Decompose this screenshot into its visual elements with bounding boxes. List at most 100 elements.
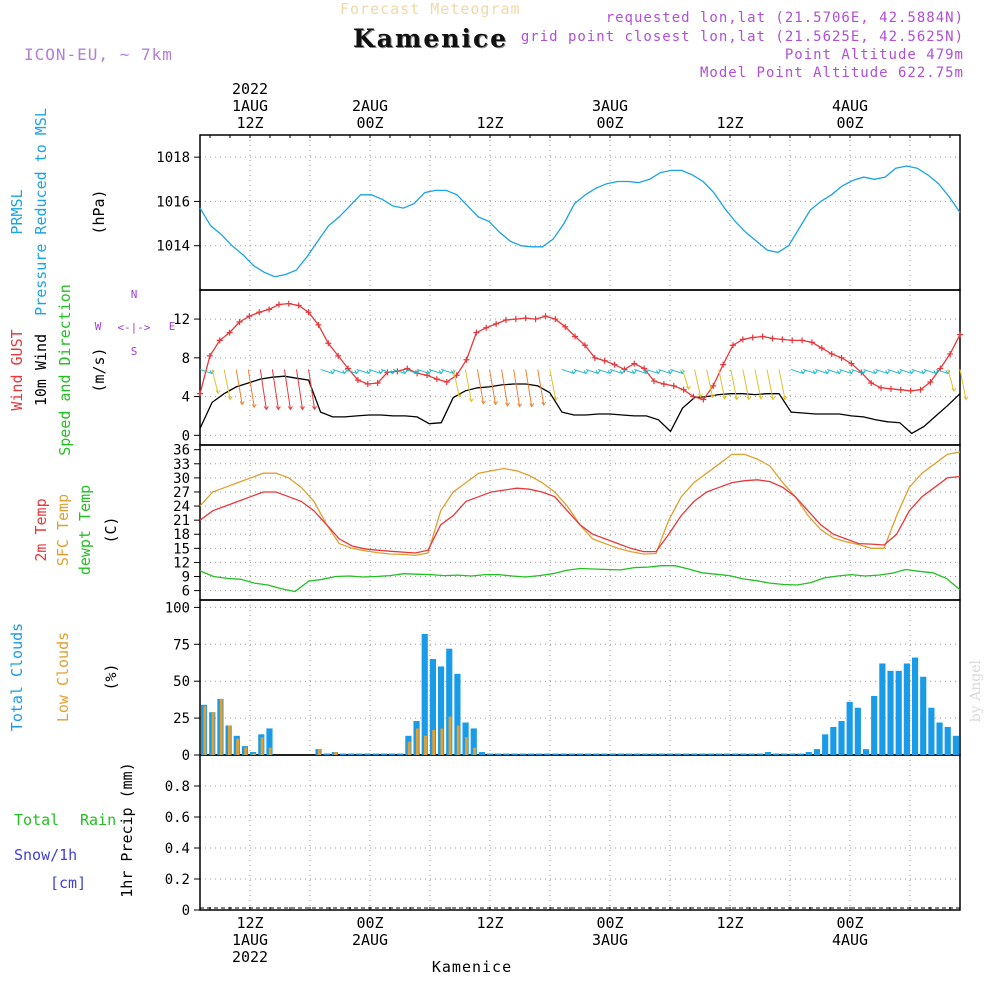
ytick-label: 21 [173,513,190,529]
total-cloud-bar [952,735,959,755]
xaxis-top-label: 00Z [596,114,623,132]
ytick-label: 50 [173,674,190,690]
total-cloud-bar [707,753,714,755]
wind-dir-arrow [537,369,545,406]
wind-dir-arrow [513,369,521,407]
total-cloud-bar [764,752,772,755]
gust-marker [947,350,954,357]
low-cloud-bar [424,735,427,755]
wind-dir-arrow [947,369,955,392]
gust-marker [572,333,579,340]
gust-marker [354,377,361,384]
gust-marker [808,339,815,346]
gust-marker [799,337,806,344]
panel-frame [199,134,961,291]
ytick-label: 30 [173,471,190,487]
gust-marker [512,316,519,323]
gust-marker [660,380,667,387]
total-cloud-bar [756,753,763,755]
xaxis-bottom-label: 00Z [356,914,383,932]
total-cloud-bar [552,753,559,755]
wind-dir-arrowhead [885,370,890,375]
temp-unit: (C) [102,516,120,543]
total-cloud-bar [838,721,845,755]
panel-frame [199,289,961,446]
wind-dir-arrowhead [722,395,728,400]
total-cloud-bar [437,666,445,755]
wind-dir-arrowhead [215,389,221,395]
total-cloud-bar [470,728,477,755]
wind-dir-arrowhead [734,396,740,401]
total-cloud-bar [634,753,641,755]
total-cloud-bar [781,753,788,755]
compass-arrows: <-|-> [117,321,150,334]
gust-marker [463,356,470,363]
wind-dir-arrowhead [873,370,878,375]
gust-marker [700,396,707,403]
precip-label-cm: [cm] [50,874,86,892]
gust-marker [285,300,292,307]
xaxis-top-label: 00Z [836,114,863,132]
gust-marker [443,379,450,386]
wind-dir-arrow [646,368,659,374]
wind-dir-arrow [296,369,304,410]
ytick-label: 0 [182,748,190,764]
ytick-label: 100 [165,600,190,616]
wind-dir-arrow [839,368,852,374]
compass-w: W [95,320,102,333]
precip-unit: 1hr Precip (mm) [118,762,136,897]
total-cloud-bar [495,753,502,755]
total-cloud-bar [560,753,567,755]
wind-dir-arrowhead [607,370,613,375]
total-cloud-bar [658,753,665,755]
wind-dir-arrowhead [300,406,305,411]
total-cloud-bar [797,753,804,755]
xaxis-top-label: 2022 [232,80,268,98]
total-cloud-bar [519,753,526,755]
wind-dir-arrow [368,368,382,374]
ytick-label: 0 [182,903,190,919]
total-cloud-bar [356,753,363,755]
wind-dir-arrow [392,368,406,374]
total-cloud-bar [928,707,935,755]
gust-marker [957,331,963,338]
total-cloud-bar [650,753,657,755]
gust-marker [779,336,786,343]
xaxis-bottom-label: 2AUG [352,931,388,949]
gust-marker [522,315,529,322]
gust-marker [789,337,796,344]
gust-marker [433,376,440,383]
wind-dir-arrow [815,368,828,374]
xaxis-top-label: 12Z [716,114,743,132]
wind-dir-arrow [332,368,345,374]
xaxis-bottom-label: 4AUG [832,931,868,949]
ytick-label: 0.2 [165,872,190,888]
gust-marker [897,386,904,393]
total-cloud-bar [691,753,698,755]
wind-label-gust: Wind GUST [8,329,26,410]
xaxis-top-label: 4AUG [832,97,868,115]
wind-dir-arrowhead [342,370,348,375]
total-cloud-bar [511,753,518,755]
wind-dir-arrowhead [933,370,939,375]
total-cloud-bar [601,753,608,755]
ytick-label: 1016 [156,194,190,210]
xaxis-bottom-label: 00Z [596,914,623,932]
wind-dir-arrowhead [330,370,336,375]
gust-marker [305,309,312,316]
xaxis-top-label: 1AUG [232,97,268,115]
wind-dir-arrow [356,368,369,374]
total-cloud-bar [339,753,347,755]
low-cloud-bar [236,738,239,755]
wind-dir-arrowhead [571,370,577,375]
low-cloud-bar [473,747,476,755]
total-cloud-bar [854,707,861,755]
gust-marker [601,357,608,364]
wind-dir-arrow [911,368,924,374]
wind-dir-arrowhead [517,403,523,408]
wind-dir-arrowhead [209,370,215,375]
total-cloud-bar [773,753,780,755]
wind-dir-arrowhead [758,395,764,400]
total-cloud-bar [732,753,739,755]
panel-frame [199,754,961,911]
